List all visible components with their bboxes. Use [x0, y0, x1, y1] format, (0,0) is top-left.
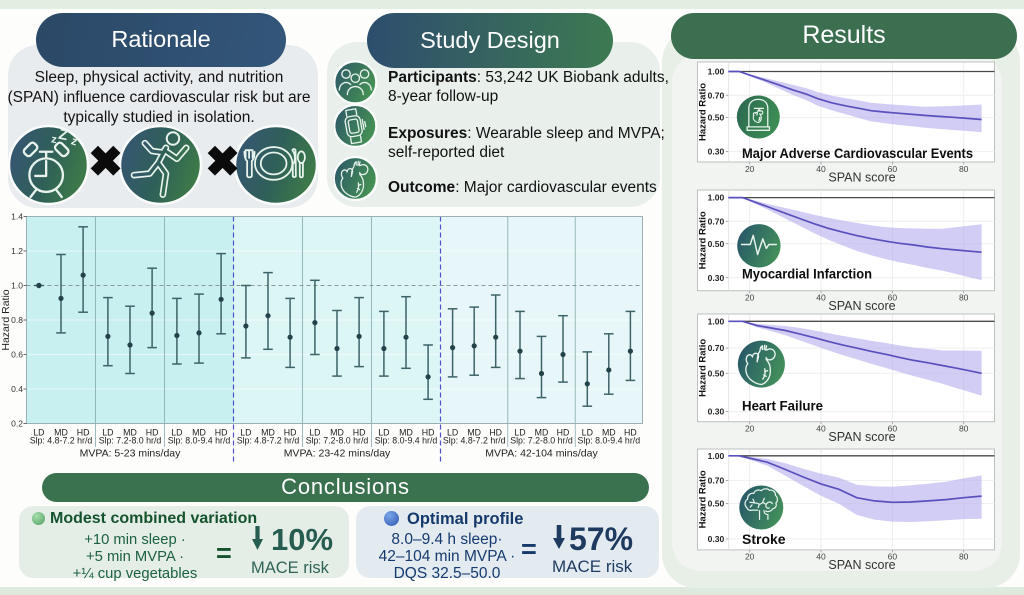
svg-text:0.4: 0.4: [11, 384, 23, 394]
svg-text:0.50: 0.50: [708, 239, 725, 249]
svg-text:MVPA: 42-104 mins/day: MVPA: 42-104 mins/day: [485, 448, 598, 460]
svg-text:1.0: 1.0: [11, 280, 23, 290]
svg-text:20: 20: [745, 552, 755, 562]
svg-text:Slp: 8.0-9.4 hr/d: Slp: 8.0-9.4 hr/d: [168, 436, 231, 446]
svg-text:HD: HD: [422, 428, 435, 438]
svg-text:LD: LD: [309, 428, 320, 438]
svg-text:HD: HD: [353, 428, 366, 438]
svg-text:Slp: 4.8-7.2 hr/d: Slp: 4.8-7.2 hr/d: [30, 436, 93, 446]
svg-text:SPAN score: SPAN score: [828, 430, 895, 444]
svg-text:0.50: 0.50: [708, 499, 725, 509]
svg-text:SPAN score: SPAN score: [828, 170, 895, 184]
svg-text:LD: LD: [447, 428, 458, 438]
svg-text:Hazard Ratio: Hazard Ratio: [698, 470, 709, 528]
svg-text:Major Adverse Cardiovascular E: Major Adverse Cardiovascular Events: [742, 145, 973, 161]
svg-text:40: 40: [816, 552, 826, 562]
svg-text:MD: MD: [54, 428, 68, 438]
svg-text:MD: MD: [123, 428, 137, 438]
svg-text:80: 80: [959, 293, 969, 303]
svg-text:40: 40: [816, 293, 826, 303]
svg-text:MD: MD: [330, 428, 344, 438]
svg-text:0.30: 0.30: [708, 534, 725, 544]
svg-text:0.70: 0.70: [708, 343, 725, 353]
svg-text:80: 80: [959, 164, 969, 174]
svg-text:Slp: 8.0-9.4 hr/d: Slp: 8.0-9.4 hr/d: [375, 436, 438, 446]
svg-text:60: 60: [888, 293, 898, 303]
svg-text:1.4: 1.4: [11, 212, 23, 221]
svg-text:40: 40: [816, 164, 826, 174]
svg-text:HD: HD: [489, 428, 502, 438]
svg-text:0.50: 0.50: [708, 113, 725, 123]
svg-text:MD: MD: [192, 428, 206, 438]
svg-text:1.00: 1.00: [708, 193, 725, 203]
svg-text:0.70: 0.70: [708, 90, 725, 100]
svg-text:MD: MD: [602, 428, 616, 438]
svg-text:HD: HD: [215, 428, 228, 438]
svg-text:LD: LD: [582, 428, 593, 438]
svg-text:SPAN score: SPAN score: [828, 558, 895, 572]
svg-text:Slp: 7.2-8.0 hr/d: Slp: 7.2-8.0 hr/d: [306, 436, 369, 446]
svg-text:HD: HD: [284, 428, 297, 438]
svg-text:MD: MD: [399, 428, 413, 438]
svg-text:Slp: 4.8-7.2 hr/d: Slp: 4.8-7.2 hr/d: [237, 436, 300, 446]
svg-text:LD: LD: [171, 428, 182, 438]
svg-text:Myocardial Infarction: Myocardial Infarction: [742, 266, 872, 282]
svg-text:SPAN score: SPAN score: [828, 299, 895, 313]
svg-text:60: 60: [888, 424, 898, 434]
svg-text:0.30: 0.30: [708, 147, 725, 157]
svg-text:LD: LD: [240, 428, 251, 438]
svg-text:LD: LD: [378, 428, 389, 438]
svg-text:HD: HD: [624, 428, 637, 438]
svg-text:Heart Failure: Heart Failure: [742, 398, 823, 414]
svg-text:1.2: 1.2: [11, 246, 23, 256]
svg-text:80: 80: [959, 552, 969, 562]
svg-text:0.30: 0.30: [708, 273, 725, 283]
svg-text:MD: MD: [261, 428, 275, 438]
svg-text:HD: HD: [146, 428, 159, 438]
svg-text:0.2: 0.2: [11, 418, 23, 428]
svg-text:0.30: 0.30: [708, 407, 725, 417]
svg-text:60: 60: [888, 552, 898, 562]
svg-text:Hazard Ratio: Hazard Ratio: [0, 289, 12, 350]
svg-text:Slp: 7.2-8.0 hr/d: Slp: 7.2-8.0 hr/d: [99, 436, 162, 446]
svg-text:0.8: 0.8: [11, 315, 23, 325]
svg-text:Hazard Ratio: Hazard Ratio: [698, 83, 709, 141]
svg-text:80: 80: [959, 424, 969, 434]
svg-text:1.00: 1.00: [708, 451, 725, 461]
svg-text:HD: HD: [557, 428, 570, 438]
svg-text:MD: MD: [467, 428, 481, 438]
svg-text:0.70: 0.70: [708, 216, 725, 226]
svg-text:LD: LD: [514, 428, 525, 438]
svg-text:1.00: 1.00: [708, 316, 725, 326]
svg-text:MD: MD: [535, 428, 549, 438]
svg-text:MVPA: 5-23 mins/day: MVPA: 5-23 mins/day: [80, 448, 182, 460]
svg-text:Stroke: Stroke: [742, 531, 786, 547]
svg-text:20: 20: [745, 293, 755, 303]
svg-text:40: 40: [816, 424, 826, 434]
svg-text:60: 60: [888, 164, 898, 174]
svg-text:z: z: [69, 134, 79, 148]
svg-text:Z: Z: [57, 127, 69, 145]
svg-text:Hazard Ratio: Hazard Ratio: [698, 339, 709, 397]
svg-text:MVPA: 23-42 mins/day: MVPA: 23-42 mins/day: [284, 448, 391, 460]
svg-text:1.00: 1.00: [708, 67, 725, 77]
svg-text:0.6: 0.6: [11, 349, 23, 359]
svg-text:0.50: 0.50: [708, 368, 725, 378]
svg-text:z: z: [50, 133, 58, 146]
svg-text:20: 20: [745, 164, 755, 174]
svg-text:20: 20: [745, 424, 755, 434]
svg-text:Slp: 8.0-9.4 hr/d: Slp: 8.0-9.4 hr/d: [578, 436, 641, 446]
svg-text:0.70: 0.70: [708, 476, 725, 486]
svg-text:Slp: 7.2-8.0 hr/d: Slp: 7.2-8.0 hr/d: [510, 436, 573, 446]
svg-text:Slp: 4.8-7.2 hr/d: Slp: 4.8-7.2 hr/d: [443, 436, 506, 446]
svg-text:HD: HD: [77, 428, 90, 438]
svg-text:Hazard Ratio: Hazard Ratio: [698, 211, 709, 269]
svg-text:LD: LD: [33, 428, 44, 438]
svg-text:LD: LD: [102, 428, 113, 438]
